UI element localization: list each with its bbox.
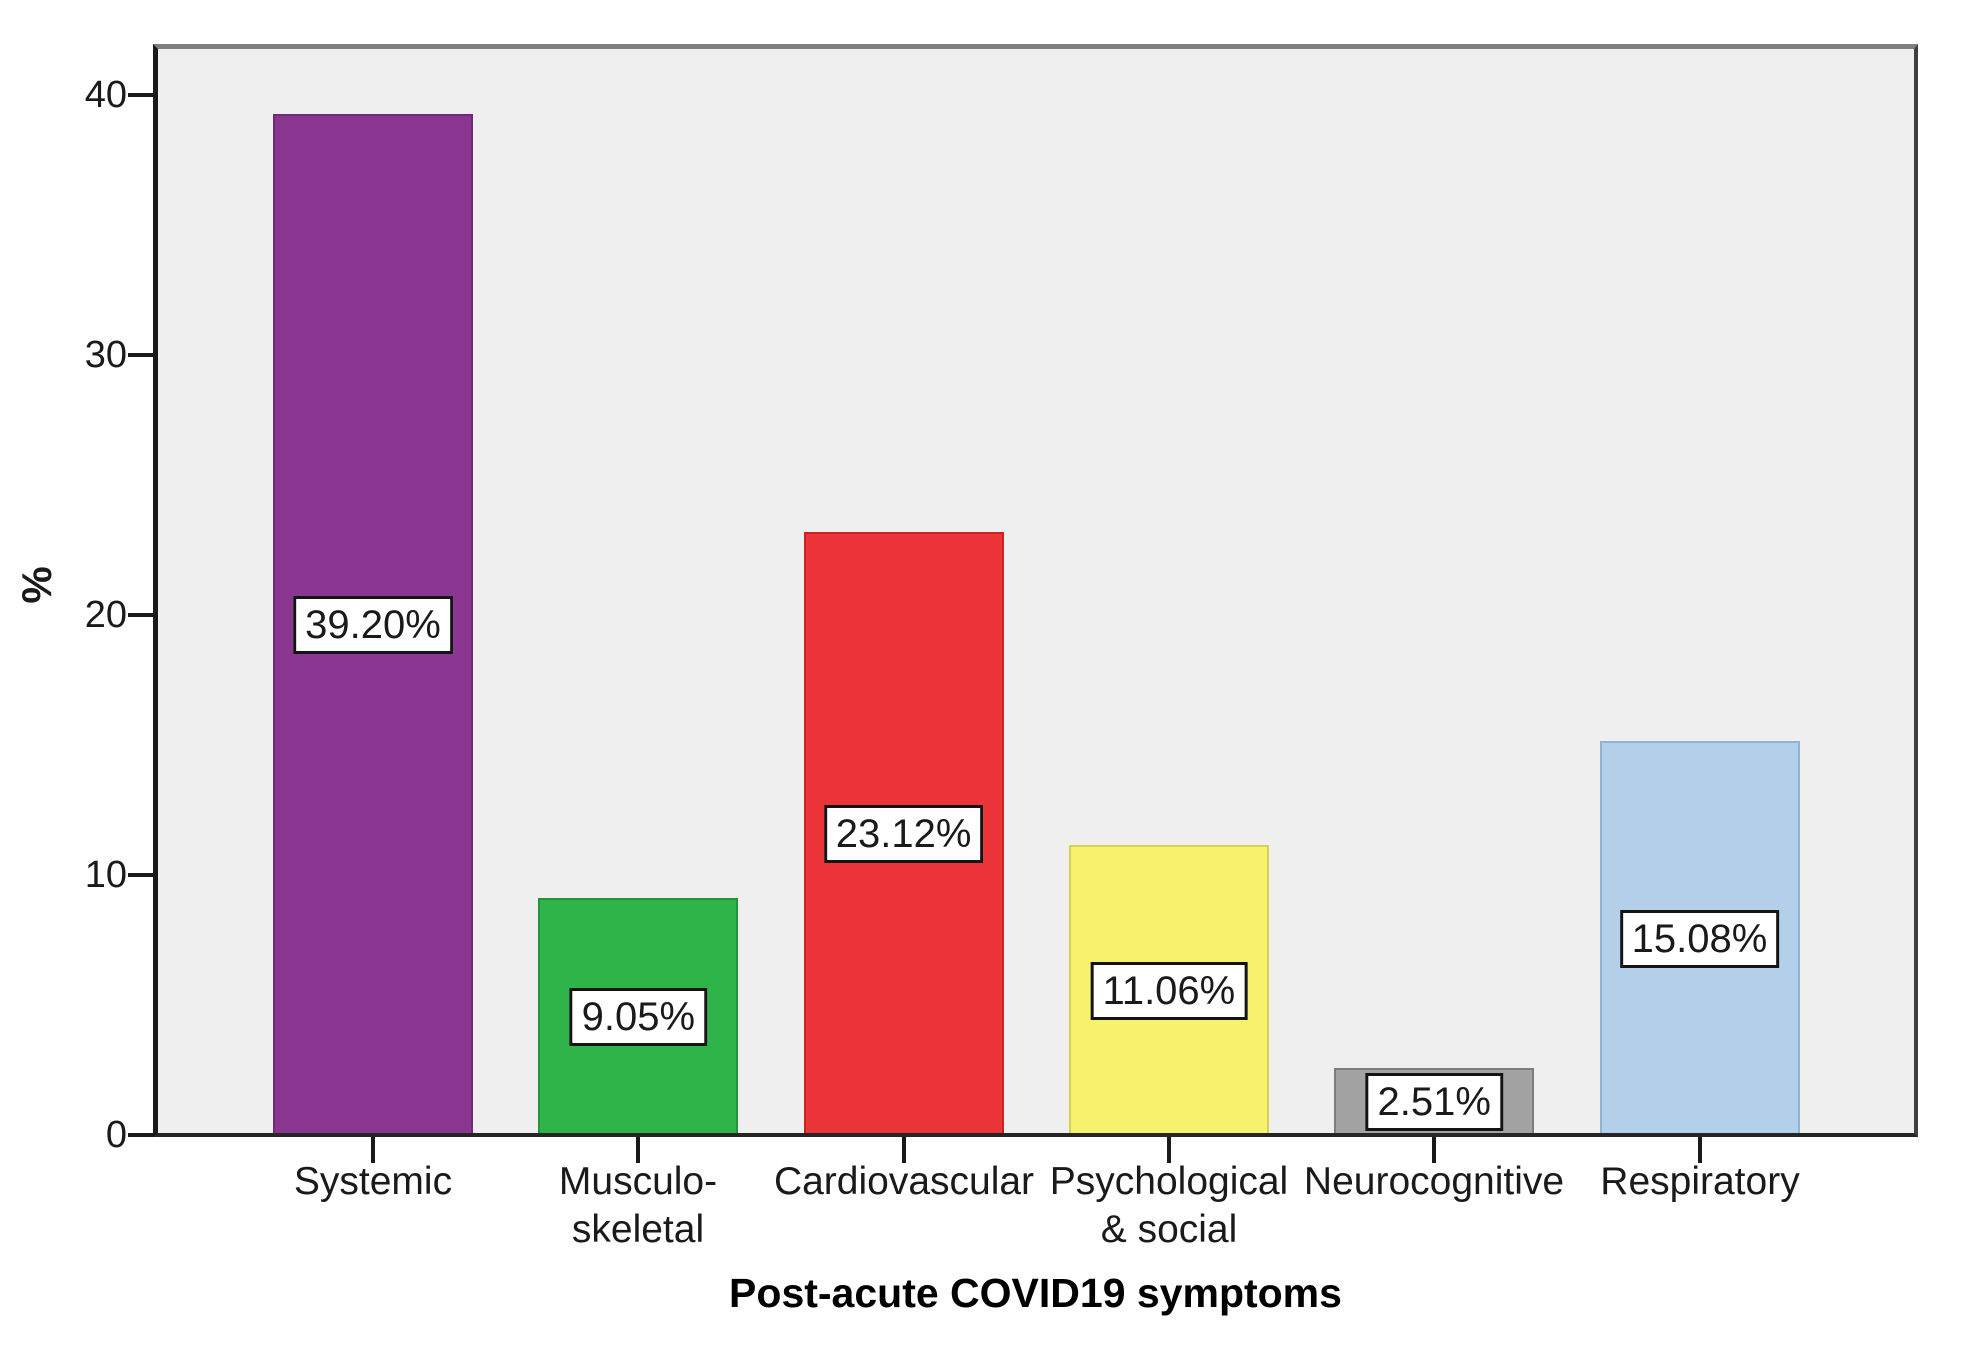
x-tick-mark [1698, 1137, 1702, 1163]
y-tick-mark [128, 613, 153, 617]
x-category-label: Musculo- skeletal [558, 1160, 718, 1251]
y-tick-mark [128, 873, 153, 877]
bar-value-label: 11.06% [1090, 962, 1248, 1020]
x-category-label: Cardiovascular [773, 1160, 1035, 1203]
x-axis-title: Post-acute COVID19 symptoms [729, 1270, 1342, 1316]
y-tick-label: 30 [84, 334, 127, 376]
x-tick-mark [902, 1137, 906, 1163]
bar-value-label: 23.12% [823, 805, 984, 863]
bar-value-label: 2.51% [1365, 1073, 1503, 1131]
bar-value-label: 39.20% [293, 596, 453, 654]
x-tick-mark [371, 1137, 375, 1163]
y-tick-mark [128, 1133, 153, 1137]
y-tick-label: 40 [84, 74, 127, 116]
bar-value-label: 15.08% [1619, 910, 1780, 968]
x-tick-mark [1167, 1137, 1171, 1163]
y-tick-label: 10 [84, 854, 127, 896]
y-tick-label: 20 [84, 594, 127, 636]
y-tick-label: 0 [105, 1114, 127, 1156]
x-category-label: Psychological & social [1049, 1160, 1289, 1251]
plot-area [153, 44, 1918, 1137]
x-tick-mark [1432, 1137, 1436, 1163]
x-tick-mark [636, 1137, 640, 1163]
y-tick-mark [128, 93, 153, 97]
x-category-label: Respiratory [1600, 1160, 1800, 1203]
x-category-label: Systemic [293, 1160, 453, 1203]
bar-value-label: 9.05% [569, 988, 708, 1046]
x-category-label: Neurocognitive [1303, 1160, 1565, 1203]
y-tick-mark [128, 353, 153, 357]
